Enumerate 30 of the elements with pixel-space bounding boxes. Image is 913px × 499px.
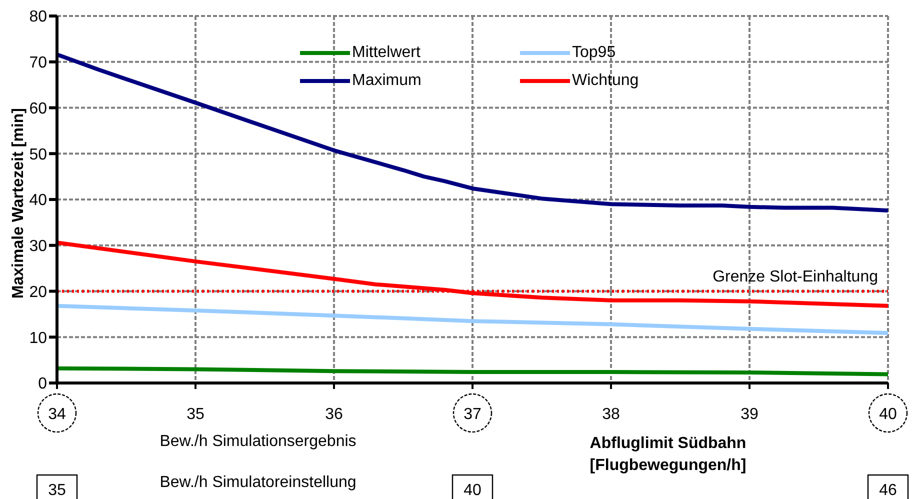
- y-tick-label: 70: [29, 54, 48, 72]
- x-tick-label: 34: [48, 406, 66, 423]
- y-tick-label: 30: [29, 238, 48, 256]
- text: 35: [48, 482, 66, 499]
- y-tick-label: 20: [29, 284, 48, 301]
- x-tick-label: 39: [740, 406, 758, 423]
- x-tick-label: 36: [325, 406, 343, 423]
- x-tick-label: 38: [602, 406, 620, 423]
- x-tick-label: 37: [464, 406, 482, 423]
- legend-label: Maximum: [352, 72, 422, 90]
- text: Bew./h Simulatoreinstellung: [158, 474, 358, 492]
- text: 46: [879, 482, 897, 499]
- x-tick-label: 35: [186, 406, 204, 423]
- legend-label: Top95: [572, 44, 616, 62]
- y-tick-label: 0: [38, 376, 48, 393]
- y-tick-label: 80: [29, 8, 48, 26]
- text: 40: [464, 482, 482, 499]
- line-series: [57, 240, 888, 308]
- legend-label: Wichtung: [572, 72, 639, 90]
- x-axis-title: Abfluglimit Südbahn [Flugbewegungen/h]: [588, 434, 748, 476]
- legend-label: Mittelwert: [352, 44, 420, 62]
- x-tick-label: 40: [879, 406, 897, 423]
- y-tick-label: 50: [29, 146, 48, 164]
- text: Bew./h Simulationsergebnis: [158, 433, 358, 451]
- y-tick-label: 60: [29, 100, 48, 118]
- line-series: [57, 304, 888, 335]
- y-tick-label: 40: [29, 192, 48, 210]
- ref-line-label: Grenze Slot-Einhaltung: [712, 268, 878, 286]
- y-tick-label: 10: [29, 330, 48, 347]
- y-axis-title: Maximale Wartezeit [min]: [10, 108, 28, 298]
